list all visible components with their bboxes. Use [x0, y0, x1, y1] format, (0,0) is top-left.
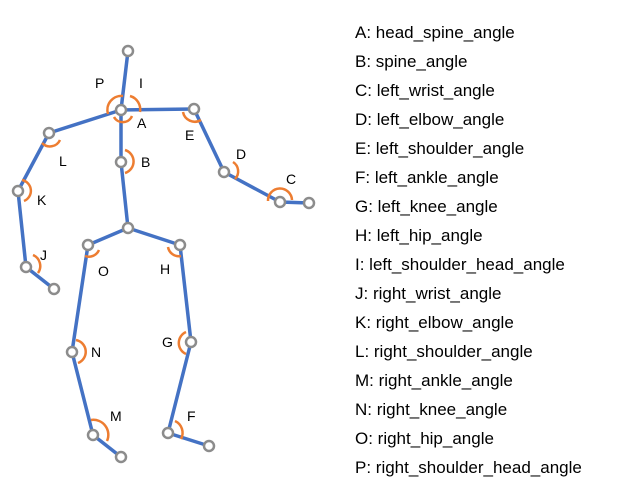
legend-item-d: D: left_elbow_angle — [355, 110, 505, 129]
angle-arc-j — [32, 253, 42, 274]
joint-right-shoulder — [42, 126, 56, 140]
label-k: K — [37, 192, 47, 208]
angle-arc-e — [181, 111, 202, 123]
joint-right-wrist — [19, 260, 33, 274]
angle-arc-n — [75, 338, 87, 365]
legend-item-g: G: left_knee_angle — [355, 197, 498, 216]
legend-item-c: C: left_wrist_angle — [355, 81, 495, 100]
angle-arc-i — [129, 94, 142, 113]
angle-letters: A B C D E F G H I J K L M N O P — [37, 75, 296, 424]
joint-left-foot — [202, 439, 216, 453]
bone-neck — [119, 49, 130, 112]
legend-item-l: L: right_shoulder_angle — [355, 342, 533, 361]
bone-left-upper-arm — [192, 107, 226, 174]
legend-item-b: B: spine_angle — [355, 52, 468, 71]
label-d: D — [236, 146, 246, 162]
label-o: O — [98, 263, 109, 279]
legend-item-j: J: right_wrist_angle — [355, 284, 502, 303]
legend-item-i: I: left_shoulder_head_angle — [355, 255, 565, 274]
joint-left-hand — [302, 196, 316, 210]
label-i: I — [139, 75, 143, 91]
label-m: M — [110, 408, 122, 424]
bone-left-hip — [126, 226, 182, 247]
joints — [11, 44, 316, 464]
label-a: A — [137, 115, 147, 131]
joint-head — [121, 44, 135, 58]
skeleton-figure: A B C D E F G H I J K L M N O P — [11, 44, 316, 464]
bone-left-forearm — [222, 170, 282, 204]
bone-right-forearm — [16, 189, 28, 269]
label-e: E — [185, 127, 194, 143]
angle-arc-d — [232, 160, 240, 180]
joint-right-elbow — [11, 184, 25, 198]
angle-arcs — [21, 94, 294, 442]
bone-spine-lower — [119, 160, 130, 230]
bone-left-shoulder — [119, 107, 196, 112]
joint-left-hip — [173, 238, 187, 252]
label-p: P — [95, 75, 104, 91]
angle-legend: A: head_spine_angle B: spine_angle C: le… — [355, 21, 582, 485]
joint-left-wrist — [273, 195, 287, 209]
legend-item-p: P: right_shoulder_head_angle — [355, 458, 582, 477]
bone-left-shin — [166, 340, 193, 435]
label-f: F — [187, 408, 196, 424]
bone-right-upper-arm — [16, 131, 51, 193]
bone-right-shin — [70, 350, 95, 437]
angle-arc-g — [177, 330, 187, 356]
label-c: C — [286, 171, 296, 187]
joint-right-knee — [65, 345, 79, 359]
bone-left-foot — [166, 431, 211, 448]
legend-item-o: O: right_hip_angle — [355, 429, 494, 448]
joint-left-ankle — [161, 426, 175, 440]
joint-pelvis — [121, 221, 135, 235]
angle-arc-l — [41, 139, 62, 148]
angle-arc-b — [124, 148, 135, 175]
legend-item-n: N: right_knee_angle — [355, 400, 508, 419]
bones — [16, 49, 311, 459]
label-b: B — [141, 154, 150, 170]
joint-right-hand — [47, 282, 61, 296]
bone-right-hip — [86, 226, 130, 247]
angle-arc-c — [266, 187, 294, 202]
angle-arc-k — [21, 178, 33, 203]
joint-right-hip — [81, 238, 95, 252]
angle-arc-m — [90, 418, 110, 442]
legend-item-f: F: left_ankle_angle — [355, 168, 499, 187]
label-l: L — [59, 153, 67, 169]
joint-right-ankle — [86, 428, 100, 442]
angle-arc-h — [166, 246, 182, 258]
joint-right-foot — [114, 450, 128, 464]
bone-right-shoulder — [47, 108, 123, 135]
bone-left-thigh — [178, 243, 193, 344]
joint-spine-mid — [114, 155, 128, 169]
angle-arc-o — [84, 249, 101, 258]
joint-neck — [114, 103, 128, 117]
label-g: G — [162, 334, 173, 350]
joint-left-shoulder — [187, 102, 201, 116]
label-n: N — [91, 344, 101, 360]
legend-item-a: A: head_spine_angle — [355, 23, 515, 42]
joint-left-elbow — [217, 165, 231, 179]
label-h: H — [160, 261, 170, 277]
angle-arc-p — [106, 94, 124, 115]
joint-left-knee — [184, 335, 198, 349]
legend-item-h: H: left_hip_angle — [355, 226, 483, 245]
bone-right-thigh — [70, 243, 90, 354]
label-j: J — [40, 247, 47, 263]
angle-arc-f — [174, 419, 184, 440]
angle-arc-a — [112, 115, 134, 124]
legend-item-k: K: right_elbow_angle — [355, 313, 514, 332]
legend-item-m: M: right_ankle_angle — [355, 371, 513, 390]
legend-item-e: E: left_shoulder_angle — [355, 139, 525, 158]
